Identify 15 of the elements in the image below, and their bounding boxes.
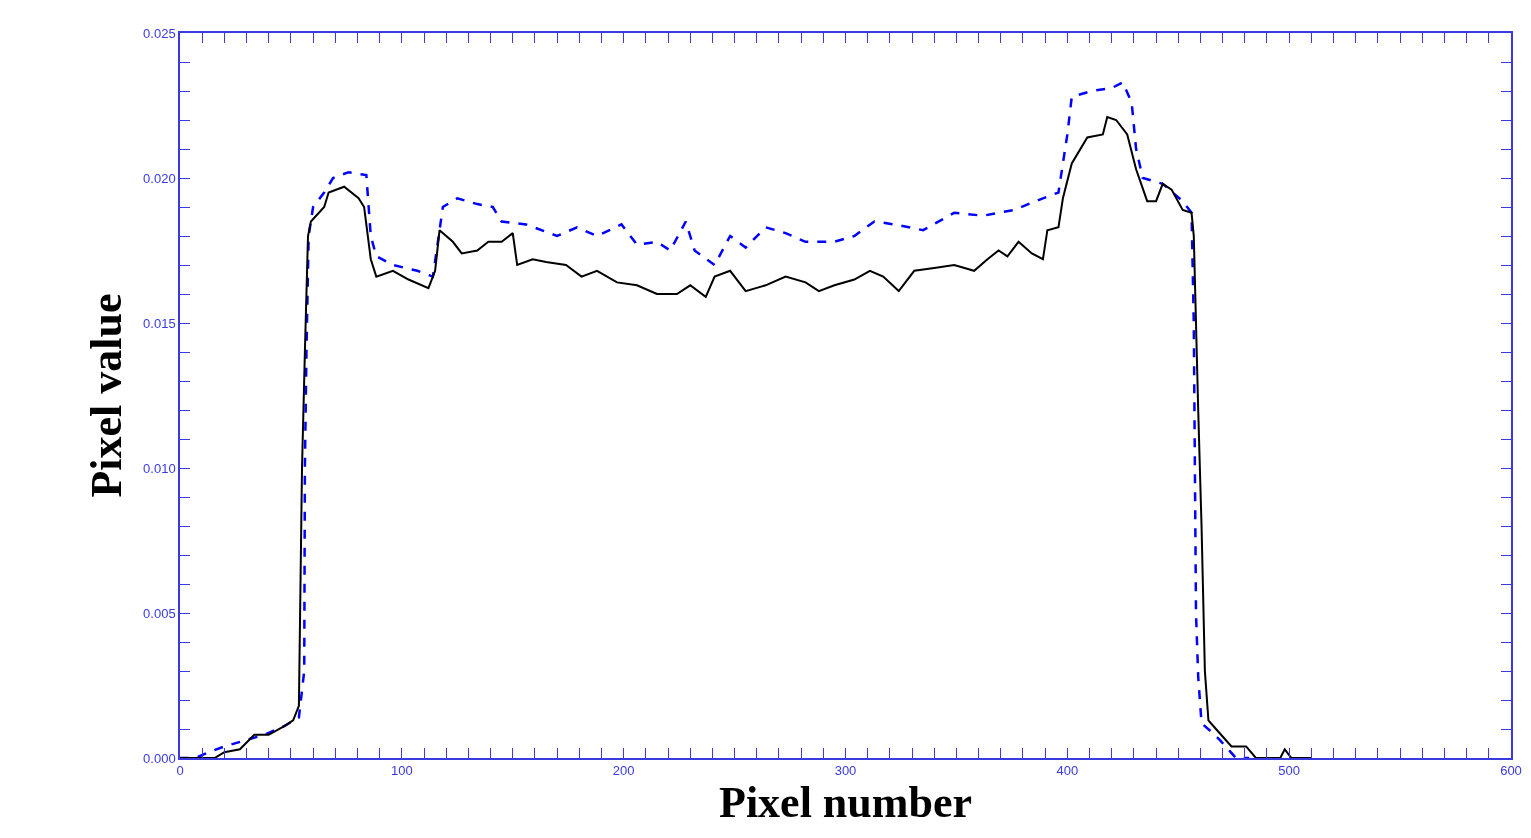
y-axis-title: Pixel value: [81, 293, 131, 498]
x-tick-label: 0: [176, 763, 184, 779]
x-tick-label: 500: [1278, 763, 1301, 779]
y-tick-label: 0.020: [143, 170, 176, 186]
x-tick-label: 100: [390, 763, 413, 779]
y-tick-label: 0.015: [143, 315, 176, 331]
y-tick-label: 0.025: [143, 25, 176, 41]
x-tick-label: 400: [1056, 763, 1079, 779]
x-tick-label: 300: [834, 763, 857, 779]
x-tick-label: 200: [612, 763, 635, 779]
y-tick-label: 0.000: [143, 750, 176, 766]
y-tick-label: 0.010: [143, 460, 176, 476]
y-tick-label: 0.005: [143, 605, 176, 621]
x-tick-label: 600: [1500, 763, 1522, 779]
x-axis-title: Pixel number: [719, 778, 972, 828]
